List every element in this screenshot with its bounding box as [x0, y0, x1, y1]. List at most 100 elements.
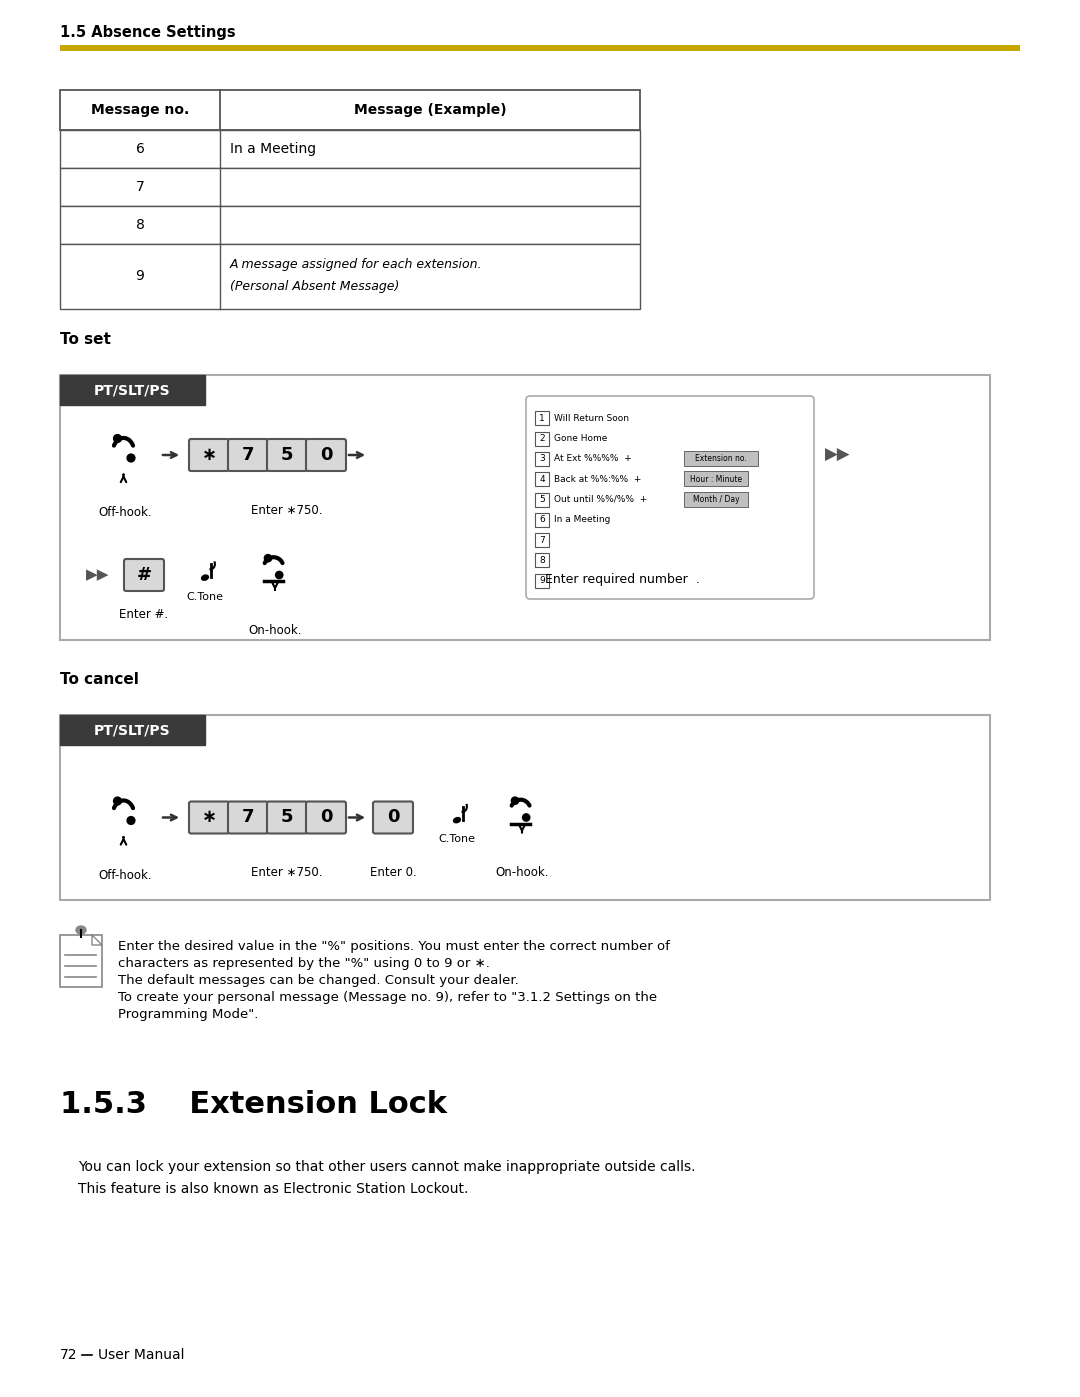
Text: 8: 8	[136, 218, 145, 232]
Circle shape	[275, 571, 283, 578]
Bar	[60, 715, 205, 745]
Bar	[60, 935, 102, 988]
Text: Back at %%:%%  +: Back at %%:%% +	[554, 475, 642, 483]
Bar	[60, 130, 640, 168]
Text: Off-hook.: Off-hook.	[98, 507, 152, 520]
Text: Enter ∗750.: Enter ∗750.	[252, 866, 323, 879]
Text: At Ext %%%%  +: At Ext %%%% +	[554, 454, 632, 464]
FancyBboxPatch shape	[535, 493, 549, 507]
Circle shape	[511, 798, 518, 805]
FancyBboxPatch shape	[535, 553, 549, 567]
FancyBboxPatch shape	[306, 802, 346, 834]
FancyBboxPatch shape	[684, 451, 758, 465]
Bar	[60, 374, 990, 640]
Text: 4: 4	[539, 475, 544, 483]
Text: 3: 3	[539, 454, 545, 464]
Ellipse shape	[202, 576, 208, 580]
FancyBboxPatch shape	[228, 802, 268, 834]
Text: (Personal Absent Message): (Personal Absent Message)	[230, 279, 400, 293]
Text: Enter #.: Enter #.	[120, 609, 168, 622]
Text: PT/SLT/PS: PT/SLT/PS	[94, 724, 171, 738]
Circle shape	[113, 434, 121, 443]
FancyBboxPatch shape	[189, 439, 229, 471]
Text: C.Tone: C.Tone	[187, 592, 224, 602]
Text: Enter the desired value in the "%" positions. You must enter the correct number : Enter the desired value in the "%" posit…	[118, 940, 670, 953]
Text: Programming Mode".: Programming Mode".	[118, 1009, 258, 1021]
Circle shape	[127, 454, 135, 462]
FancyBboxPatch shape	[373, 802, 413, 834]
Text: 2: 2	[539, 434, 544, 443]
Text: characters as represented by the "%" using 0 to 9 or ∗.: characters as represented by the "%" usi…	[118, 957, 490, 970]
Text: 9: 9	[136, 270, 145, 284]
Text: Enter required number  .: Enter required number .	[545, 574, 700, 587]
Text: Off-hook.: Off-hook.	[98, 869, 152, 882]
Circle shape	[265, 555, 272, 562]
Text: Month / Day: Month / Day	[692, 495, 740, 504]
FancyBboxPatch shape	[267, 439, 307, 471]
FancyBboxPatch shape	[267, 802, 307, 834]
Text: 7: 7	[242, 809, 254, 827]
Bar	[60, 374, 205, 405]
Text: 8: 8	[539, 556, 545, 564]
Text: Hour : Minute: Hour : Minute	[690, 475, 742, 483]
Text: User Manual: User Manual	[98, 1348, 185, 1362]
FancyBboxPatch shape	[526, 395, 814, 599]
FancyBboxPatch shape	[535, 574, 549, 588]
Text: Enter 0.: Enter 0.	[369, 866, 417, 879]
Text: ∗: ∗	[202, 446, 217, 464]
Text: Message no.: Message no.	[91, 103, 189, 117]
Ellipse shape	[76, 926, 86, 935]
FancyBboxPatch shape	[535, 513, 549, 527]
Text: 7: 7	[539, 535, 545, 545]
Bar	[60, 45, 1020, 52]
Circle shape	[113, 798, 121, 805]
FancyBboxPatch shape	[228, 439, 268, 471]
Text: 1.5.3    Extension Lock: 1.5.3 Extension Lock	[60, 1090, 447, 1119]
Ellipse shape	[454, 817, 460, 823]
Text: 1: 1	[539, 414, 545, 423]
FancyBboxPatch shape	[124, 559, 164, 591]
Text: ∗: ∗	[202, 809, 217, 827]
Text: To set: To set	[60, 332, 111, 348]
Text: The default messages can be changed. Consult your dealer.: The default messages can be changed. Con…	[118, 974, 518, 988]
FancyBboxPatch shape	[684, 471, 748, 486]
FancyBboxPatch shape	[684, 492, 748, 507]
FancyBboxPatch shape	[535, 534, 549, 548]
Bar	[60, 89, 640, 130]
Text: This feature is also known as Electronic Station Lockout.: This feature is also known as Electronic…	[78, 1182, 469, 1196]
Text: 72: 72	[60, 1348, 78, 1362]
Text: 7: 7	[136, 180, 145, 194]
Text: 6: 6	[539, 515, 545, 524]
Text: 7: 7	[242, 446, 254, 464]
Text: C.Tone: C.Tone	[438, 834, 475, 845]
Circle shape	[523, 814, 530, 821]
Text: Gone Home: Gone Home	[554, 434, 607, 443]
Text: PT/SLT/PS: PT/SLT/PS	[94, 383, 171, 397]
Text: 0: 0	[320, 809, 333, 827]
Text: To create your personal message (Message no. 9), refer to "3.1.2 Settings on the: To create your personal message (Message…	[118, 990, 657, 1004]
Circle shape	[127, 817, 135, 824]
FancyBboxPatch shape	[189, 802, 229, 834]
Text: 1.5 Absence Settings: 1.5 Absence Settings	[60, 25, 235, 39]
Text: ▶▶: ▶▶	[86, 567, 110, 583]
FancyBboxPatch shape	[535, 451, 549, 465]
Text: #: #	[136, 566, 151, 584]
Text: Out until %%/%%  +: Out until %%/%% +	[554, 495, 647, 504]
Text: 5: 5	[539, 495, 545, 504]
Text: 5: 5	[281, 446, 294, 464]
Bar	[60, 715, 990, 900]
Text: Extension no.: Extension no.	[696, 454, 747, 464]
Text: On-hook.: On-hook.	[248, 623, 301, 637]
Text: Will Return Soon: Will Return Soon	[554, 414, 629, 423]
Text: In a Meeting: In a Meeting	[230, 142, 316, 156]
Text: Message (Example): Message (Example)	[353, 103, 507, 117]
Text: 6: 6	[136, 142, 145, 156]
Text: 0: 0	[320, 446, 333, 464]
Text: On-hook.: On-hook.	[496, 866, 549, 879]
Bar	[60, 168, 640, 205]
Text: 5: 5	[281, 809, 294, 827]
Text: ▶▶: ▶▶	[825, 446, 851, 464]
FancyBboxPatch shape	[535, 472, 549, 486]
Bar	[60, 205, 640, 244]
Text: In a Meeting: In a Meeting	[554, 515, 610, 524]
